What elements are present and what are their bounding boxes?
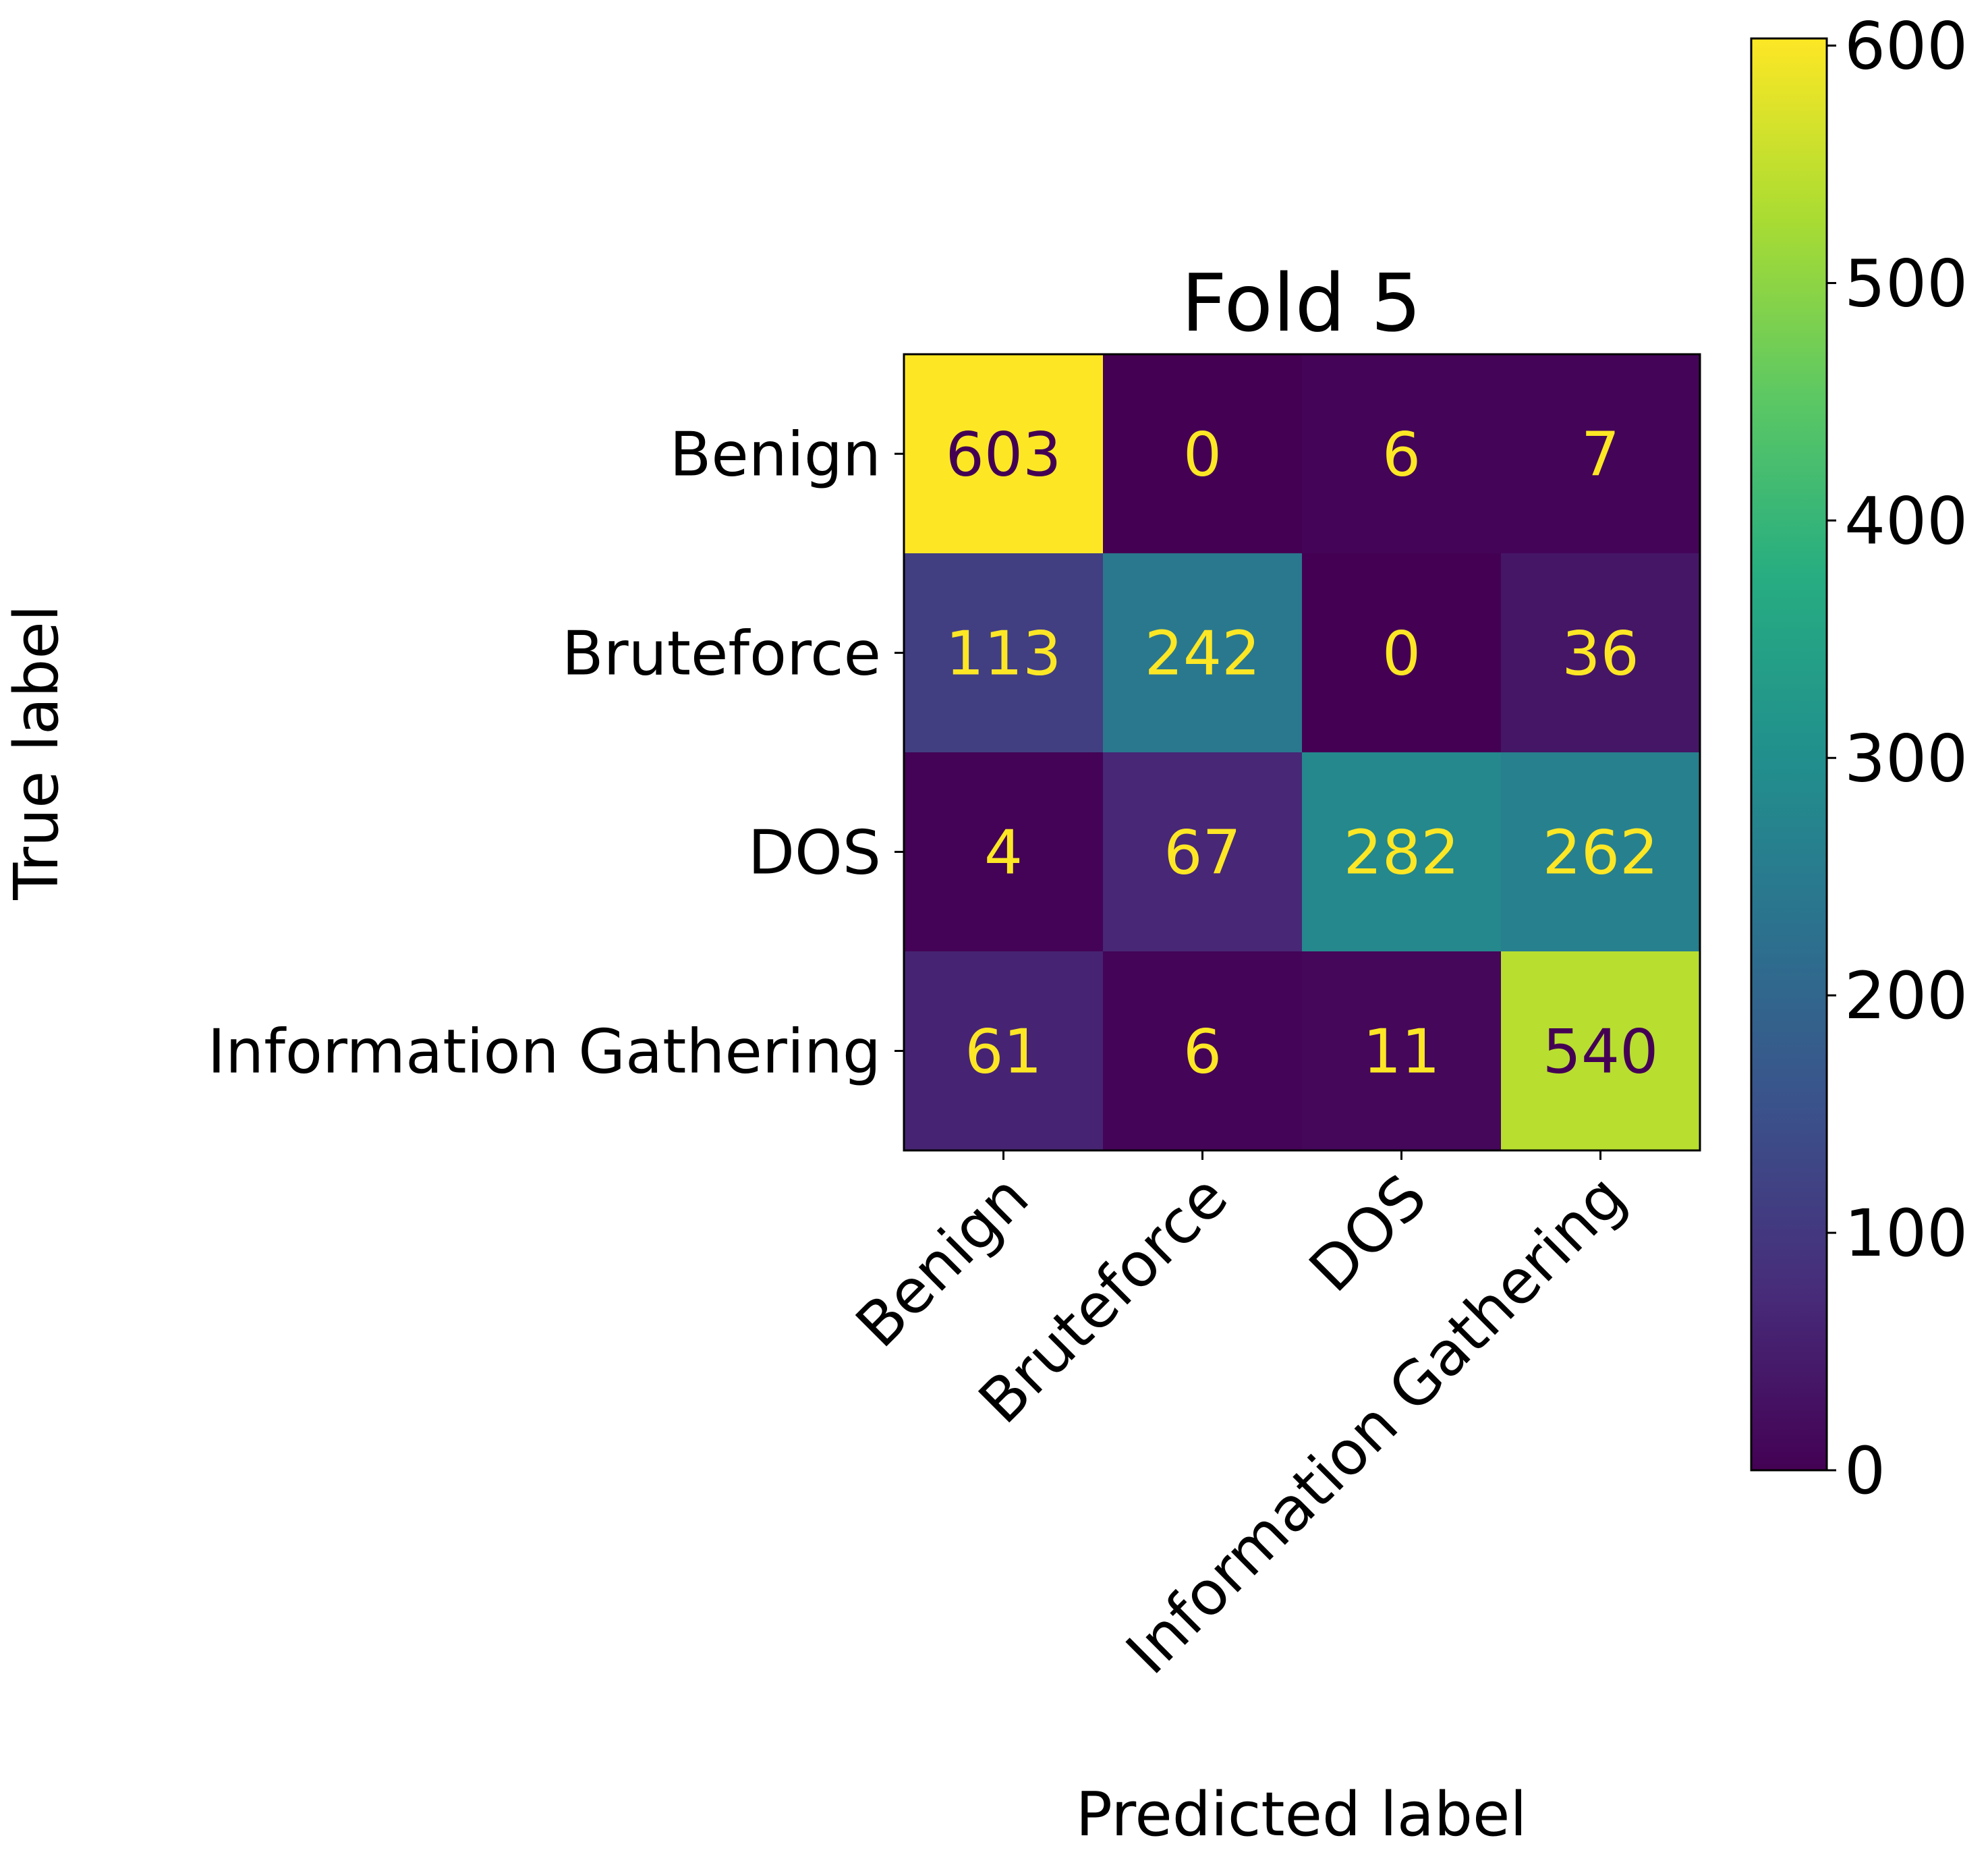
x-tick-label: Benign	[843, 1161, 1042, 1361]
cell-value-label: 262	[1543, 818, 1659, 889]
chart-title: Fold 5	[1181, 256, 1421, 350]
plot-frame	[903, 353, 1701, 1152]
heatmap-cell	[1302, 951, 1502, 1151]
heatmap-cell	[1103, 553, 1303, 753]
cell-value-label: 67	[1164, 818, 1241, 889]
heatmap-cell	[1103, 354, 1303, 554]
cell-value-label: 113	[946, 619, 1062, 690]
cell-value-label: 11	[1363, 1017, 1440, 1088]
cell-value-label: 6	[1183, 1017, 1222, 1088]
cell-value-label: 36	[1562, 619, 1639, 690]
cell-value-label: 61	[965, 1017, 1042, 1088]
cell-value-label: 0	[1382, 619, 1421, 690]
colorbar-ticks: 0 100 200 300 400 500 600	[1827, 9, 1968, 1509]
heatmap-cell	[1103, 951, 1303, 1151]
cell-value-label: 603	[946, 420, 1062, 491]
heatmap-cell	[904, 752, 1104, 952]
heatmap-cell	[904, 354, 1104, 554]
cell-value-label: 242	[1145, 619, 1261, 690]
colorbar-tick-label: 200	[1844, 958, 1968, 1034]
heatmap-cell	[1501, 951, 1701, 1151]
heatmap-cell	[1302, 354, 1502, 554]
y-tick-label: DOS	[748, 818, 881, 889]
cell-value-label: 540	[1543, 1017, 1659, 1088]
cell-value-label: 0	[1183, 420, 1222, 491]
heatmap-cell	[1501, 354, 1701, 554]
colorbar-tick-label: 500	[1844, 246, 1968, 321]
colorbar-tick-label: 100	[1844, 1196, 1968, 1271]
heatmap-cell	[1501, 752, 1701, 952]
y-tick-label: Benign	[670, 420, 881, 491]
x-axis-label: Predicted label	[1076, 1779, 1527, 1850]
colorbar: 0 100 200 300 400 500 600	[1750, 9, 1968, 1509]
cell-value-label: 7	[1581, 420, 1620, 491]
y-axis-label: True label	[1, 605, 72, 900]
heatmap-cell	[904, 951, 1104, 1151]
heatmap-cell	[1501, 553, 1701, 753]
heatmap-cell	[1302, 553, 1502, 753]
heatmap-cell	[1103, 752, 1303, 952]
heatmap-cell	[904, 553, 1104, 753]
x-tick-label: DOS	[1296, 1161, 1440, 1306]
colorbar-tick-label: 300	[1844, 721, 1968, 796]
heatmap-cell	[1302, 752, 1502, 952]
y-tick-label: Information Gathering	[208, 1017, 881, 1088]
colorbar-tick-label: 0	[1844, 1433, 1885, 1509]
cell-value-label: 4	[984, 818, 1023, 889]
cell-value-label: 282	[1344, 818, 1460, 889]
colorbar-frame	[1750, 37, 1828, 1472]
heatmap-cells	[904, 354, 1701, 1151]
y-tick-label: Bruteforce	[562, 619, 881, 690]
cell-value-label: 6	[1382, 420, 1421, 491]
y-axis: Benign Bruteforce DOS Information Gathering	[208, 420, 904, 1088]
colorbar-tick-label: 400	[1844, 483, 1968, 559]
colorbar-gradient	[1751, 38, 1827, 1470]
colorbar-tick-label: 600	[1844, 9, 1968, 84]
